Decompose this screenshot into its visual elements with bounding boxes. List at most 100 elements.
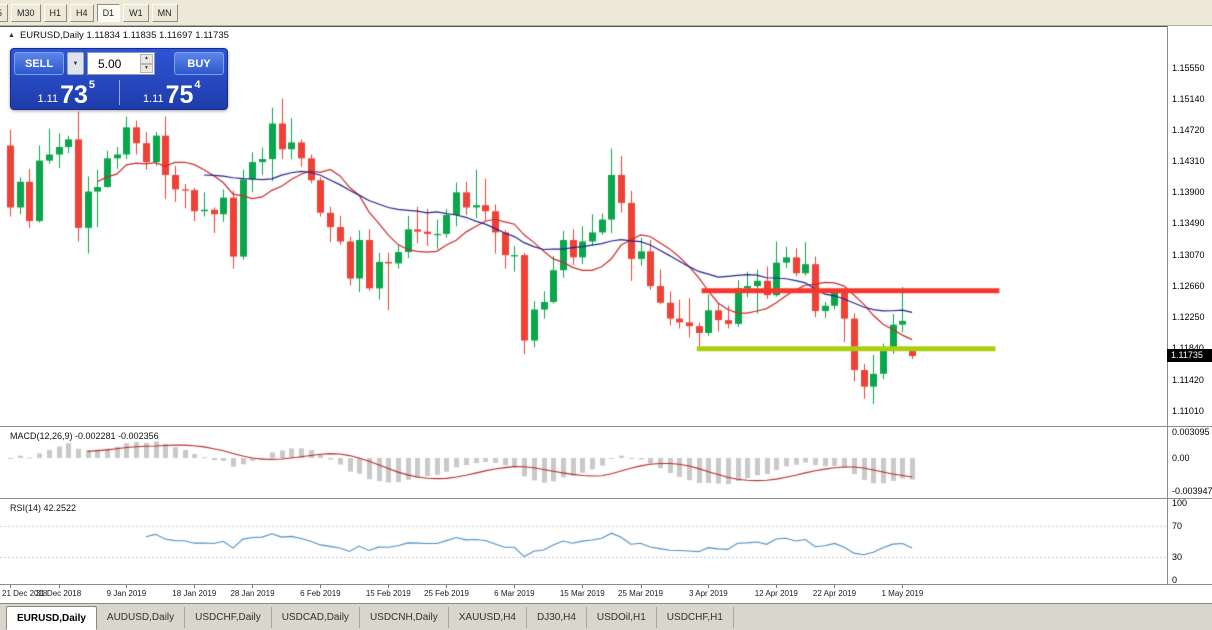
buy-price-prefix: 1.11 bbox=[142, 93, 164, 105]
timeframe-toolbar: 5M30H1H4D1W1MN bbox=[0, 0, 1212, 26]
macd-panel-separator[interactable] bbox=[0, 426, 1212, 427]
date-label: 28 Jan 2019 bbox=[230, 589, 275, 598]
date-label: 22 Apr 2019 bbox=[812, 589, 857, 598]
date-axis-separator bbox=[0, 584, 1212, 585]
date-tick bbox=[252, 585, 253, 588]
rsi-panel-canvas bbox=[0, 499, 1168, 584]
date-tick bbox=[641, 585, 642, 588]
chart-tab-audusd-daily[interactable]: AUDUSD,Daily bbox=[97, 607, 186, 628]
spinner-up-icon[interactable]: ▲ bbox=[140, 54, 153, 64]
price-scale-label: 1.15140 bbox=[1172, 93, 1205, 104]
rsi-scale-label: 0 bbox=[1172, 575, 1178, 585]
date-tick bbox=[446, 585, 447, 588]
date-label: 18 Jan 2019 bbox=[172, 589, 217, 598]
date-tick bbox=[776, 585, 777, 588]
date-tick bbox=[59, 585, 60, 588]
date-label: 6 Mar 2019 bbox=[494, 589, 535, 598]
date-tick bbox=[10, 585, 11, 588]
price-scale-label: 1.11840 bbox=[1172, 343, 1204, 353]
chart-title-ohlc: EURUSD,Daily 1.11834 1.11835 1.11697 1.1… bbox=[19, 30, 229, 41]
timeframe-button-h1[interactable]: H1 bbox=[43, 3, 68, 22]
timeframe-button-m30[interactable]: M30 bbox=[11, 3, 41, 22]
chart-ohlc-header: ▲ EURUSD,Daily 1.11834 1.11835 1.11697 1… bbox=[8, 30, 229, 41]
date-label: 12 Apr 2019 bbox=[754, 589, 798, 598]
date-label: 15 Feb 2019 bbox=[365, 589, 411, 598]
chart-tab-usdchf-daily[interactable]: USDCHF,Daily bbox=[185, 607, 272, 628]
chart-top-border bbox=[0, 26, 1212, 27]
rsi-scale: 100 70 30 0 bbox=[1168, 498, 1212, 585]
date-label: 15 Mar 2019 bbox=[559, 589, 605, 598]
price-scale-label: 1.13900 bbox=[1172, 187, 1205, 198]
macd-panel-canvas bbox=[0, 427, 1168, 498]
sell-button[interactable]: SELL bbox=[14, 52, 64, 75]
price-scale: 1.15550 1.15140 1.14720 1.14310 1.13900 1.134… bbox=[1168, 26, 1212, 426]
date-label: 21 Dec 2018 bbox=[2, 589, 48, 598]
date-tick bbox=[582, 585, 583, 588]
macd-scale-label: 0.00 bbox=[1172, 453, 1190, 463]
price-scale-label: 1.13070 bbox=[1172, 250, 1205, 261]
date-tick bbox=[320, 585, 321, 588]
buy-price-pip: 4 bbox=[194, 79, 201, 91]
date-axis: 21 Dec 2018 31 Dec 2018 9 Jan 2019 18 Jan 2… bbox=[0, 585, 1168, 603]
chart-tab-usdcnh-daily[interactable]: USDCNH,Daily bbox=[360, 607, 449, 628]
date-tick bbox=[902, 585, 903, 588]
current-price-tag: 1.11735 bbox=[1167, 349, 1212, 363]
date-tick bbox=[834, 585, 835, 588]
chart-tab-xauusd-h4[interactable]: XAUUSD,H4 bbox=[449, 607, 527, 628]
chart-tab-usdcad-daily[interactable]: USDCAD,Daily bbox=[272, 607, 360, 628]
volume-input[interactable]: 5.00 ▲ ▼ bbox=[87, 52, 155, 75]
price-scale-label: 1.13490 bbox=[1172, 218, 1205, 229]
rsi-scale-label: 30 bbox=[1172, 551, 1183, 562]
macd-scale: 0.003095 0.00 -0.003947 bbox=[1168, 427, 1212, 498]
date-label: 25 Mar 2019 bbox=[618, 589, 663, 598]
date-tick bbox=[708, 585, 709, 588]
macd-scale-label: 0.003095 bbox=[1172, 427, 1210, 438]
chevron-down-icon: ▼ bbox=[72, 60, 79, 67]
volume-value: 5.00 bbox=[98, 56, 122, 71]
date-label: 6 Feb 2019 bbox=[300, 589, 341, 598]
chart-tab-usdoil-h1[interactable]: USDOil,H1 bbox=[587, 607, 657, 628]
buy-button[interactable]: BUY bbox=[174, 52, 224, 75]
buy-price-big: 75 bbox=[165, 81, 194, 109]
date-tick bbox=[514, 585, 515, 588]
macd-label: MACD(12,26,9) -0.002281 -0.002356 bbox=[10, 431, 159, 441]
rsi-scale-label: 70 bbox=[1172, 521, 1183, 532]
one-click-trade-panel: SELL ▼ 5.00 ▲ ▼ BUY 1.11 73 5 1.11 75 4 bbox=[10, 48, 228, 110]
sell-price[interactable]: 1.11 73 5 bbox=[14, 77, 119, 108]
date-label: 3 Apr 2019 bbox=[689, 589, 728, 598]
volume-dropdown-button[interactable]: ▼ bbox=[67, 52, 84, 75]
rsi-panel-separator[interactable] bbox=[0, 498, 1212, 499]
price-scale-label: 1.11010 bbox=[1172, 405, 1204, 416]
chart-tab-dj30-h4[interactable]: DJ30,H4 bbox=[527, 607, 587, 628]
date-label: 9 Jan 2019 bbox=[106, 589, 147, 598]
timeframe-button-5[interactable]: 5 bbox=[0, 3, 9, 22]
date-tick bbox=[194, 585, 195, 588]
price-divider bbox=[118, 80, 120, 105]
price-axis-separator bbox=[1167, 26, 1168, 584]
price-scale-label: 1.11420 bbox=[1172, 374, 1204, 385]
sell-price-big: 73 bbox=[60, 81, 88, 109]
spinner-down-icon[interactable]: ▼ bbox=[140, 63, 153, 73]
one-click-toggle-icon[interactable]: ▲ bbox=[8, 32, 15, 39]
buy-price[interactable]: 1.11 75 4 bbox=[120, 77, 225, 108]
macd-scale-label: -0.003947 bbox=[1172, 485, 1212, 496]
sell-price-pip: 5 bbox=[88, 79, 96, 91]
date-tick bbox=[126, 585, 127, 588]
chart-tab-usdchf-h1[interactable]: USDCHF,H1 bbox=[657, 607, 734, 628]
price-scale-label: 1.14720 bbox=[1172, 125, 1205, 136]
rsi-scale-label: 100 bbox=[1172, 498, 1188, 508]
volume-spinner: ▲ ▼ bbox=[140, 54, 153, 73]
timeframe-button-mn[interactable]: MN bbox=[151, 3, 178, 22]
date-label: 1 May 2019 bbox=[881, 589, 924, 598]
sell-price-prefix: 1.11 bbox=[37, 93, 59, 105]
price-scale-label: 1.14310 bbox=[1172, 156, 1205, 167]
timeframe-button-w1[interactable]: W1 bbox=[123, 3, 149, 22]
timeframe-button-h4[interactable]: H4 bbox=[70, 3, 94, 22]
chart-tab-eurusd-daily[interactable]: EURUSD,Daily bbox=[6, 606, 97, 630]
price-scale-label: 1.15550 bbox=[1172, 62, 1205, 73]
date-label: 25 Feb 2019 bbox=[424, 589, 469, 598]
price-scale-label: 1.12660 bbox=[1172, 281, 1205, 292]
date-label: 31 Dec 2018 bbox=[35, 589, 82, 598]
timeframe-button-d1[interactable]: D1 bbox=[96, 3, 121, 22]
